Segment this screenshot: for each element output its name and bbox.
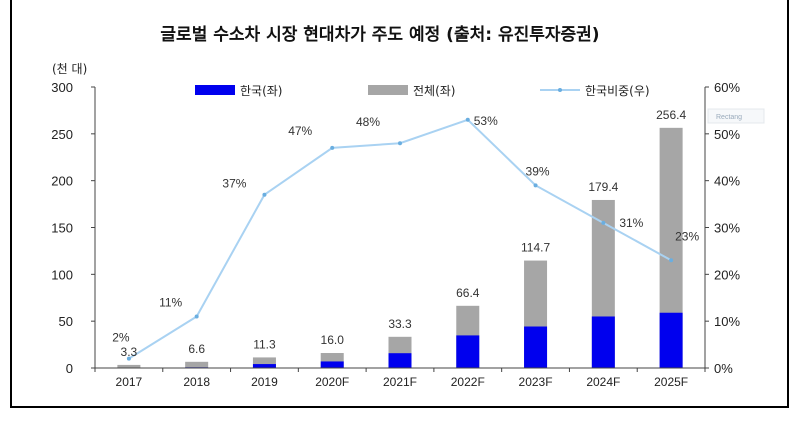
- x-axis-tick-label: 2021F: [383, 375, 417, 389]
- bar-total: [185, 361, 209, 368]
- share-label: 39%: [526, 164, 550, 178]
- legend-label-share: 한국비중(우): [585, 84, 650, 98]
- bars: [117, 127, 683, 368]
- right-axis-tick-label: 10%: [714, 314, 740, 329]
- share-label: 48%: [356, 115, 380, 129]
- left-axis-tick-label: 100: [51, 267, 73, 282]
- bar-total-label: 256.4: [656, 108, 686, 122]
- x-axis-tick-label: 2025F: [654, 375, 688, 389]
- share-line-point: [601, 220, 606, 225]
- share-line-point: [533, 183, 538, 188]
- share-label: 53%: [474, 114, 498, 128]
- left-axis-tick-label: 300: [51, 80, 73, 95]
- x-axis-tick-label: 2024F: [586, 375, 620, 389]
- bar-total-label: 179.4: [588, 180, 618, 194]
- legend-swatch-total: [368, 85, 408, 95]
- right-axis-tick-label: 50%: [714, 127, 740, 142]
- share-line-point: [669, 258, 674, 263]
- left-axis-tick-label: 50: [59, 314, 73, 329]
- share-label: 11%: [159, 295, 182, 309]
- right-axis-tick-label: 30%: [714, 221, 740, 236]
- right-axis: 0% 10% 20% 30% 40% 50% 60%: [704, 80, 740, 376]
- bar-total-label: 11.3: [253, 337, 276, 351]
- left-axis-tick-label: 150: [51, 221, 73, 236]
- bar-total-label: 33.3: [388, 317, 412, 331]
- bar-korea: [388, 353, 412, 368]
- right-axis-tick-label: 40%: [714, 174, 740, 189]
- chart-title: 글로벌 수소차 시장 현대차가 주도 예정 (출처: 유진투자증권): [160, 25, 599, 45]
- bar-korea: [320, 361, 344, 368]
- share-label: 2%: [112, 331, 130, 345]
- x-axis-tick-label: 2022F: [451, 375, 485, 389]
- bar-total-label: 66.4: [456, 286, 480, 300]
- bar-korea: [456, 335, 480, 368]
- bar-total-label: 6.6: [188, 342, 205, 356]
- x-axis-tick-label: 2017: [116, 375, 143, 389]
- share-line-point: [330, 145, 335, 150]
- bar-korea: [524, 326, 548, 368]
- x-axis-tick-label: 2020F: [315, 375, 349, 389]
- bar-total: [117, 364, 141, 368]
- legend-label-total: 전체(좌): [413, 84, 455, 98]
- share-line-point: [126, 356, 131, 361]
- stub-box: Rectang: [707, 108, 765, 124]
- x-axis: 2017 2018 2019 2020F 2021F 2022F 2023F 2024F 202…: [94, 367, 706, 389]
- right-axis-tick-label: 0%: [714, 361, 733, 376]
- left-axis: 0 50 100 150 200 250 300: [51, 80, 96, 376]
- share-label: 37%: [222, 177, 246, 191]
- share-line: [126, 117, 674, 361]
- y-axis-unit-label: (천 대): [52, 61, 87, 76]
- share-label: 47%: [288, 124, 312, 138]
- bar-total-label: 3.3: [121, 345, 138, 359]
- left-axis-tick-label: 200: [51, 174, 73, 189]
- legend-label-korea: 한국(좌): [240, 84, 282, 98]
- bar-korea: [659, 312, 683, 368]
- legend: 한국(좌) 전체(좌) 한국비중(우): [195, 84, 650, 98]
- bar-total: [252, 357, 276, 368]
- x-axis-tick-label: 2023F: [519, 375, 553, 389]
- stub-label: Rectang: [716, 114, 742, 121]
- left-axis-tick-label: 0: [66, 361, 73, 376]
- bar-korea: [252, 364, 276, 368]
- share-line-point: [465, 117, 470, 122]
- legend-swatch-korea: [195, 85, 235, 95]
- share-line-point: [194, 314, 199, 319]
- left-axis-tick-label: 250: [51, 127, 73, 142]
- share-label: 31%: [619, 216, 643, 230]
- share-line-point: [262, 192, 267, 197]
- bar-total-label: 114.7: [521, 241, 550, 255]
- chart-frame: [10, 0, 789, 408]
- bar-total-label: 16.0: [321, 333, 345, 347]
- share-label: 23%: [675, 229, 699, 243]
- legend-marker-share: [558, 88, 562, 92]
- right-axis-tick-label: 20%: [714, 267, 740, 282]
- stub-rect: [707, 108, 765, 124]
- x-axis-tick-label: 2019: [251, 375, 278, 389]
- x-axis-tick-label: 2018: [183, 375, 210, 389]
- data-labels: 3.3 6.6 11.3 16.0 33.3 66.4 114.7 179.4 256.4 2% 1…: [112, 108, 699, 359]
- right-axis-tick-label: 60%: [714, 80, 740, 95]
- bar-total: [659, 127, 683, 368]
- share-line-point: [398, 141, 402, 146]
- bar-korea: [591, 316, 615, 368]
